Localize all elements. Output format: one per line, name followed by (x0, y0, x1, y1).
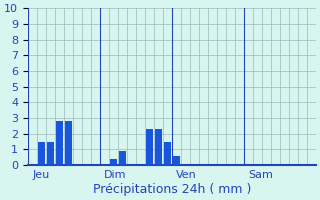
Bar (47, 142, 53, 165)
Bar (146, 129, 153, 165)
Bar (173, 156, 180, 165)
Bar (56, 121, 62, 165)
Bar (110, 159, 116, 165)
Bar (155, 129, 162, 165)
Bar (38, 142, 44, 165)
X-axis label: Précipitations 24h ( mm ): Précipitations 24h ( mm ) (93, 183, 251, 196)
Bar (119, 151, 125, 165)
Bar (65, 121, 72, 165)
Bar (164, 142, 171, 165)
